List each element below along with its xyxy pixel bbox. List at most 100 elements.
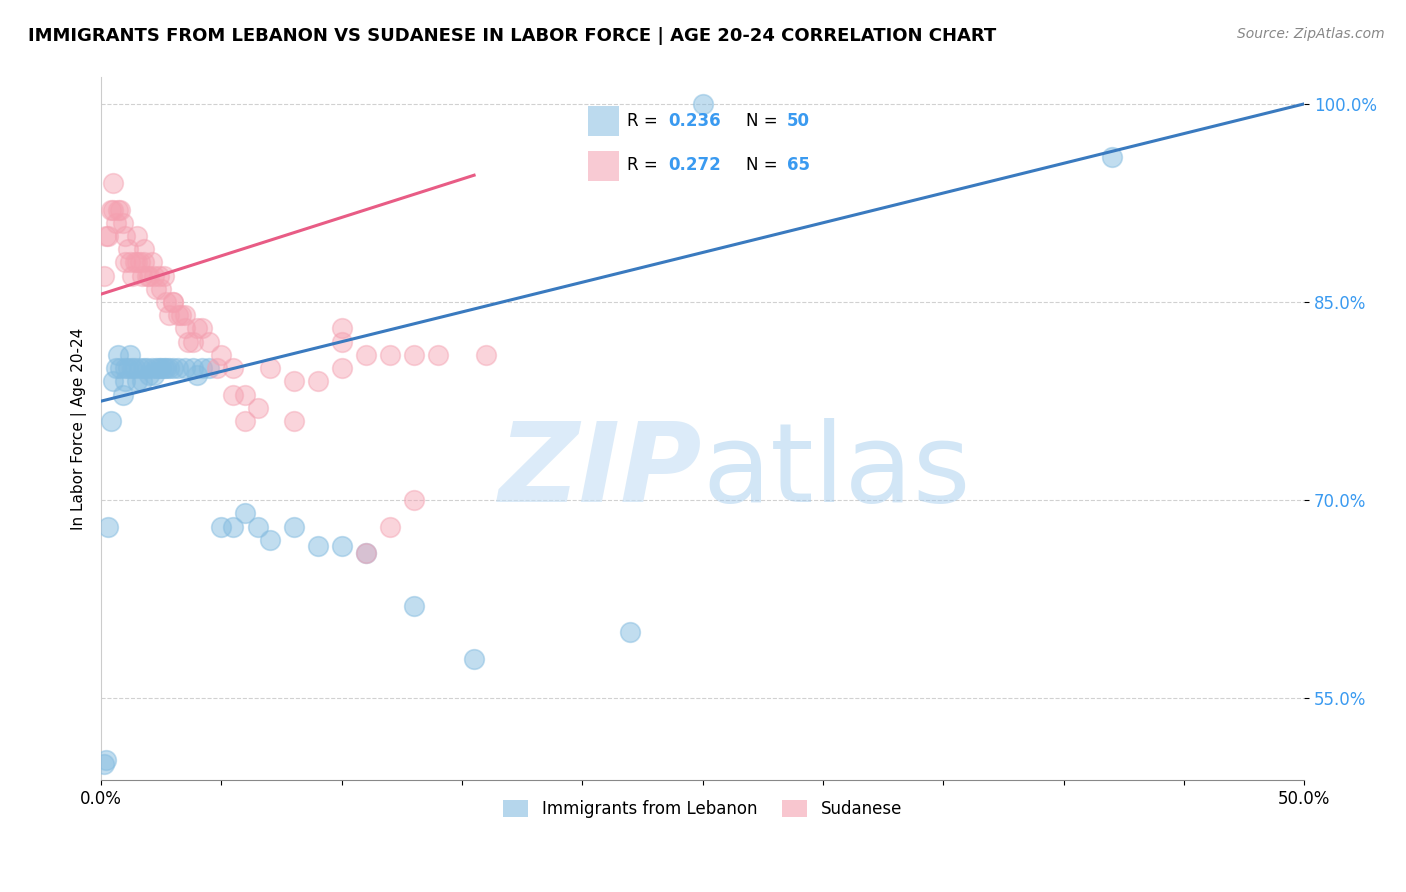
Point bbox=[148, 361, 170, 376]
Point bbox=[118, 348, 141, 362]
Text: IMMIGRANTS FROM LEBANON VS SUDANESE IN LABOR FORCE | AGE 20-24 CORRELATION CHART: IMMIGRANTS FROM LEBANON VS SUDANESE IN L… bbox=[28, 27, 997, 45]
Point bbox=[104, 216, 127, 230]
Point bbox=[101, 374, 124, 388]
Point bbox=[100, 202, 122, 217]
Point bbox=[155, 361, 177, 376]
Point bbox=[209, 348, 232, 362]
Point bbox=[162, 295, 184, 310]
Point bbox=[186, 368, 208, 382]
Point bbox=[378, 348, 401, 362]
Point bbox=[259, 361, 281, 376]
Point bbox=[150, 282, 173, 296]
Point bbox=[93, 268, 115, 283]
Point bbox=[354, 348, 377, 362]
Y-axis label: In Labor Force | Age 20-24: In Labor Force | Age 20-24 bbox=[72, 327, 87, 530]
Text: atlas: atlas bbox=[703, 417, 972, 524]
Point bbox=[246, 401, 269, 415]
Point bbox=[330, 361, 353, 376]
Point bbox=[174, 321, 197, 335]
Point bbox=[94, 229, 117, 244]
Point bbox=[138, 368, 160, 382]
Point bbox=[330, 334, 353, 349]
Point bbox=[235, 387, 257, 401]
Point bbox=[111, 387, 134, 401]
Point bbox=[174, 308, 197, 322]
Point bbox=[283, 519, 305, 533]
Point bbox=[169, 308, 191, 322]
Point bbox=[138, 268, 160, 283]
Point bbox=[131, 268, 153, 283]
Point bbox=[114, 374, 136, 388]
Point bbox=[145, 361, 167, 376]
Point bbox=[167, 361, 190, 376]
Point bbox=[104, 361, 127, 376]
Point bbox=[330, 540, 353, 554]
Point bbox=[134, 255, 156, 269]
Point bbox=[101, 176, 124, 190]
Point bbox=[114, 255, 136, 269]
Text: ZIP: ZIP bbox=[499, 417, 703, 524]
Point bbox=[155, 295, 177, 310]
Point bbox=[134, 242, 156, 256]
Point bbox=[157, 308, 180, 322]
Point bbox=[205, 361, 228, 376]
Point bbox=[198, 334, 221, 349]
Point bbox=[378, 519, 401, 533]
Point bbox=[101, 202, 124, 217]
Point bbox=[162, 361, 184, 376]
Point bbox=[150, 361, 173, 376]
Point bbox=[97, 519, 120, 533]
Point bbox=[157, 361, 180, 376]
Point bbox=[354, 546, 377, 560]
Point bbox=[145, 282, 167, 296]
Point bbox=[141, 255, 163, 269]
Point bbox=[186, 321, 208, 335]
Point bbox=[181, 334, 204, 349]
Text: Source: ZipAtlas.com: Source: ZipAtlas.com bbox=[1237, 27, 1385, 41]
Point bbox=[128, 255, 150, 269]
Point bbox=[97, 229, 120, 244]
Point bbox=[124, 361, 146, 376]
Point bbox=[143, 268, 166, 283]
Point bbox=[152, 268, 174, 283]
Point bbox=[121, 268, 143, 283]
Point bbox=[246, 519, 269, 533]
Point bbox=[127, 255, 149, 269]
Point bbox=[117, 361, 139, 376]
Point bbox=[110, 361, 132, 376]
Point bbox=[402, 493, 425, 508]
Point bbox=[354, 546, 377, 560]
Point bbox=[141, 361, 163, 376]
Point bbox=[128, 361, 150, 376]
Point bbox=[127, 374, 149, 388]
Point bbox=[307, 540, 329, 554]
Point bbox=[131, 374, 153, 388]
Point bbox=[181, 361, 204, 376]
Point bbox=[94, 754, 117, 768]
Point bbox=[135, 361, 157, 376]
Point bbox=[692, 96, 714, 111]
Point bbox=[177, 334, 200, 349]
Point bbox=[402, 599, 425, 613]
Point bbox=[222, 361, 245, 376]
Point bbox=[124, 255, 146, 269]
Point bbox=[283, 374, 305, 388]
Point bbox=[209, 519, 232, 533]
Point bbox=[307, 374, 329, 388]
Point bbox=[107, 202, 129, 217]
Point bbox=[114, 229, 136, 244]
Point bbox=[235, 414, 257, 428]
Point bbox=[235, 507, 257, 521]
Point bbox=[93, 757, 115, 772]
Point bbox=[222, 387, 245, 401]
Point bbox=[619, 625, 641, 640]
Point bbox=[222, 519, 245, 533]
Point bbox=[162, 295, 184, 310]
Point bbox=[198, 361, 221, 376]
Point bbox=[110, 202, 132, 217]
Point bbox=[191, 361, 214, 376]
Legend: Immigrants from Lebanon, Sudanese: Immigrants from Lebanon, Sudanese bbox=[496, 793, 908, 825]
Point bbox=[1101, 150, 1123, 164]
Point bbox=[117, 242, 139, 256]
Point bbox=[259, 533, 281, 547]
